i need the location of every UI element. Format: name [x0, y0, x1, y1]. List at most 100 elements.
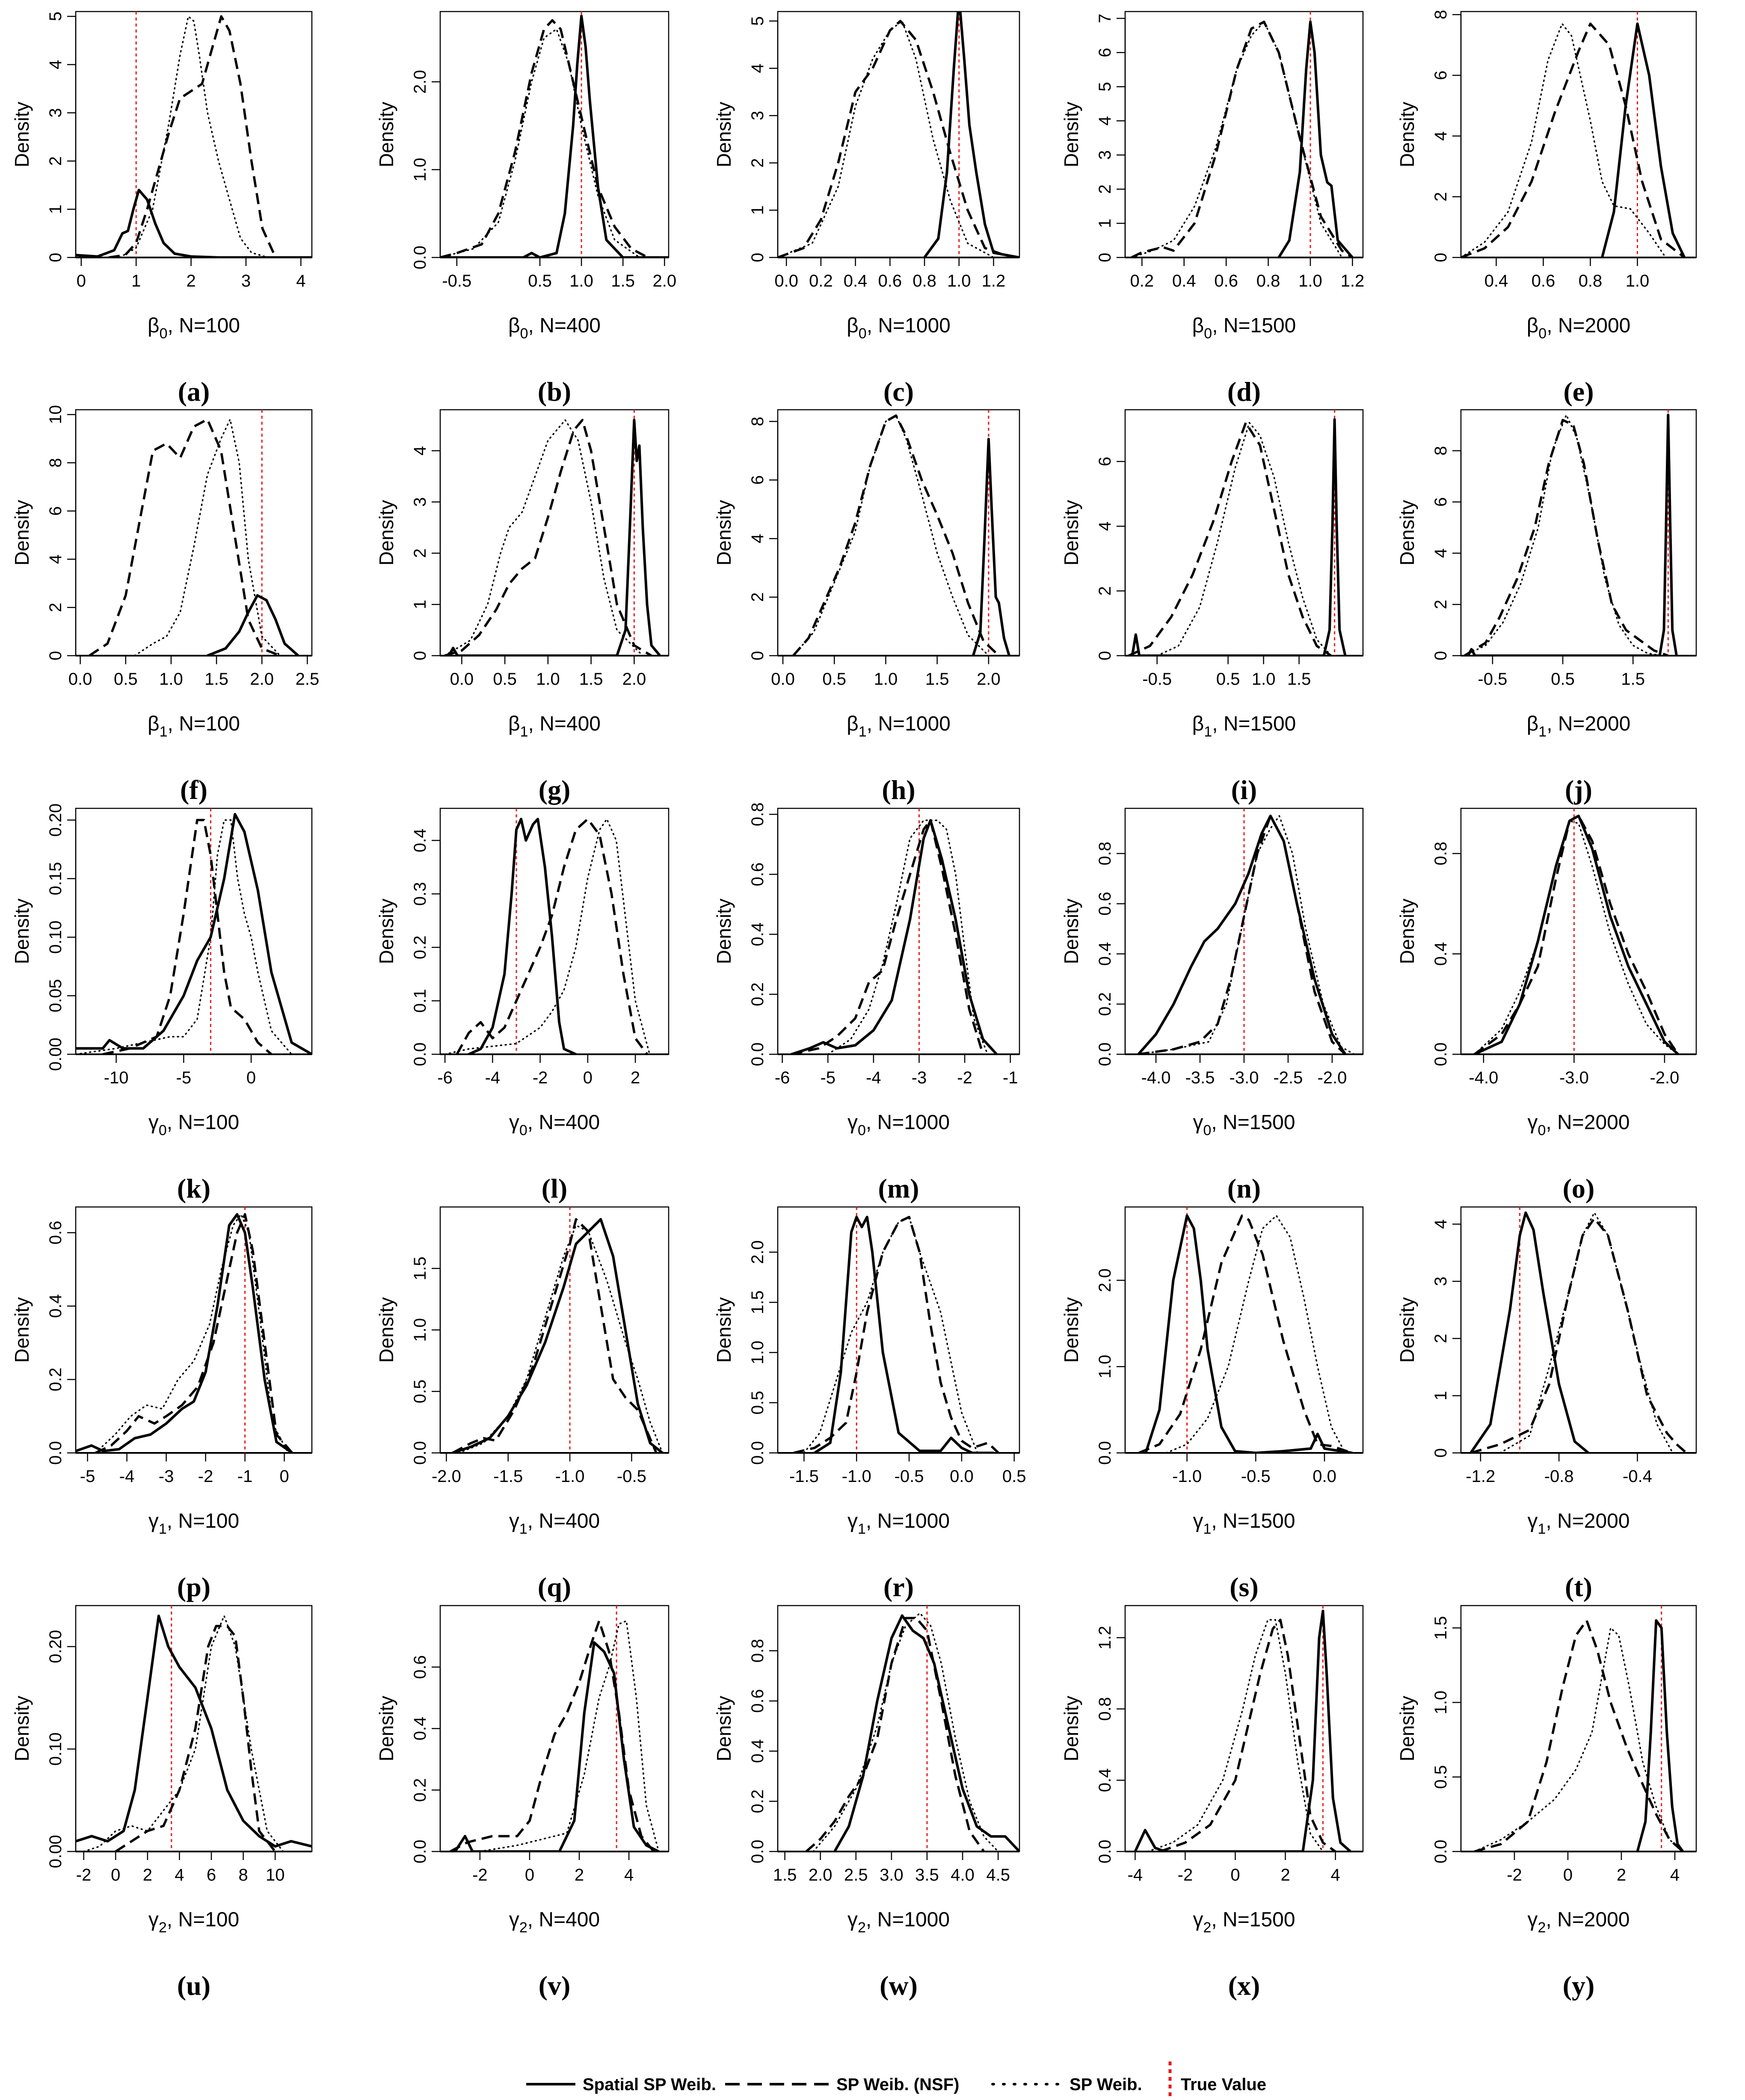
y-tick-label-u-0: 0.00 — [46, 1835, 65, 1868]
panel-s: -1.0 -0.5 0.0 0.0 1.0 2.0 Density γ1, N=1500 (s) — [1060, 1206, 1364, 1602]
y-tick-label-b-0: 0.0 — [411, 245, 430, 269]
y-tick-label-n-1: 0.2 — [1096, 992, 1114, 1016]
x-tick-label-w-4: 3.5 — [915, 1866, 939, 1884]
x-tick-label-f-4: 2.0 — [250, 670, 274, 689]
y-tick-label-p-3: 0.6 — [46, 1221, 65, 1245]
y-tick-label-x-2: 0.8 — [1096, 1697, 1114, 1721]
y-tick-label-m-4: 0.8 — [748, 802, 767, 826]
panel-f: 0.0 0.5 1.0 1.5 2.0 2.5 0 2 4 6 8 10 Density β1, N=10… — [11, 405, 319, 805]
x-tick-label-f-2: 1.0 — [159, 670, 183, 689]
y-tick-label-t-3: 3 — [1431, 1277, 1450, 1286]
series-dashed-a — [108, 15, 275, 257]
y-axis-label-j: Density — [1396, 500, 1418, 565]
plot-area-x — [1134, 1606, 1352, 1852]
series-dotted-n — [1138, 815, 1355, 1054]
x-axis-param-h: β — [847, 713, 859, 735]
y-tick-label-t-4: 4 — [1431, 1219, 1450, 1229]
y-axis-label-p: Density — [11, 1297, 33, 1363]
series-dashed-j — [1464, 419, 1669, 656]
y-tick-label-p-0: 0.0 — [46, 1441, 65, 1465]
x-tick-label-i-2: 1.0 — [1252, 670, 1276, 689]
panel-o: -4.0 -3.0 -2.0 0.0 0.4 0.8 Density γ0, N=2000 (o… — [1396, 807, 1697, 1204]
x-axis-label-d: β0, N=1500 — [1192, 314, 1296, 342]
y-axis-label-f: Density — [11, 500, 33, 565]
panel-i: -0.5 0.5 1.0 1.5 0 2 4 6 Density β1, N=1500 (i) — [1060, 409, 1364, 805]
panel-n: -4.0 -3.5 -3.0 -2.5 -2.0 0.0 0.2 0.4 0.6 0.8 Densi… — [1060, 807, 1364, 1204]
y-tick-label-a-3: 3 — [46, 108, 65, 118]
panel-letter-g: (g) — [539, 775, 571, 805]
series-dashed-y — [1474, 1619, 1684, 1852]
panel-letter-x: (x) — [1228, 1970, 1260, 2001]
x-axis-param-y: γ — [1527, 1908, 1538, 1931]
x-axis-sub-a: 0 — [160, 325, 168, 342]
x-tick-label-p-3: -2 — [198, 1467, 213, 1486]
x-tick-label-e-2: 0.8 — [1579, 272, 1603, 290]
x-tick-label-y-1: 0 — [1563, 1866, 1573, 1884]
x-tick-label-r-4: 0.5 — [1002, 1467, 1026, 1486]
y-tick-label-a-2: 2 — [46, 156, 65, 166]
series-dotted-v — [479, 1620, 660, 1852]
x-tick-label-a-0: 0 — [77, 272, 86, 290]
y-tick-label-d-0: 0 — [1096, 253, 1114, 262]
panel-letter-a: (a) — [178, 376, 210, 407]
y-tick-label-w-4: 0.8 — [748, 1639, 767, 1663]
series-dashed-t — [1470, 1217, 1687, 1453]
x-tick-label-i-0: -0.5 — [1142, 670, 1172, 689]
x-tick-label-v-2: 2 — [575, 1866, 584, 1884]
y-axis-label-u: Density — [11, 1696, 33, 1761]
plot-area-t — [1469, 1207, 1687, 1453]
y-tick-label-d-6: 6 — [1096, 48, 1114, 57]
series-dotted-e — [1461, 23, 1667, 257]
x-tick-label-g-1: 0.5 — [493, 670, 517, 689]
x-axis-sub-w: 2 — [858, 1920, 866, 1936]
x-axis-sub-e: 0 — [1538, 325, 1547, 342]
series-solid-a — [76, 189, 312, 257]
x-axis-sub-i: 1 — [1204, 724, 1212, 740]
y-tick-label-i-3: 6 — [1096, 457, 1114, 466]
panel-letter-u: (u) — [177, 1970, 210, 2001]
y-tick-label-d-1: 1 — [1096, 219, 1114, 228]
x-tick-label-r-2: -0.5 — [895, 1467, 924, 1486]
x-tick-label-m-2: -4 — [866, 1068, 881, 1087]
y-tick-label-e-1: 2 — [1431, 192, 1450, 201]
x-axis-param-q: γ — [509, 1510, 519, 1532]
y-axis-label-d: Density — [1060, 102, 1082, 167]
y-tick-label-g-1: 1 — [411, 600, 430, 609]
x-axis-param-w: γ — [847, 1908, 858, 1931]
y-tick-label-o-2: 0.8 — [1431, 842, 1450, 866]
x-tick-label-m-0: -6 — [775, 1068, 790, 1087]
y-tick-label-r-0: 0.0 — [748, 1441, 767, 1465]
plot-area-w — [805, 1606, 1019, 1852]
y-tick-label-m-2: 0.4 — [748, 923, 767, 946]
y-tick-label-a-4: 4 — [46, 60, 65, 69]
series-solid-r — [813, 1216, 995, 1453]
panel-frame-l — [439, 807, 670, 1055]
series-dashed-b — [440, 19, 649, 257]
x-tick-label-n-4: -2.0 — [1317, 1068, 1347, 1087]
y-tick-label-v-3: 0.6 — [411, 1655, 430, 1679]
x-tick-label-g-3: 1.5 — [579, 670, 603, 689]
x-axis-param-a: β — [148, 314, 160, 337]
x-tick-label-i-3: 1.5 — [1287, 670, 1311, 689]
plot-area-g — [444, 410, 661, 656]
x-axis-param-n: γ — [1193, 1111, 1203, 1134]
y-axis-label-m: Density — [713, 899, 735, 964]
series-dashed-n — [1138, 814, 1346, 1054]
x-axis-n-u: , N=100 — [167, 1908, 239, 1931]
y-tick-label-b-2: 2.0 — [411, 70, 430, 94]
x-tick-label-c-4: 0.8 — [912, 272, 936, 290]
y-tick-label-r-1: 0.5 — [748, 1391, 767, 1415]
panel-letter-b: (b) — [538, 376, 571, 407]
panel-letter-l: (l) — [542, 1173, 567, 1204]
panel-h: 0.0 0.5 1.0 1.5 2.0 0 2 4 6 8 Density β1, N=1000 (h) — [713, 409, 1020, 805]
plot-area-m — [790, 808, 998, 1054]
y-tick-label-g-3: 3 — [411, 497, 430, 507]
plot-area-d — [1131, 12, 1354, 257]
x-axis-param-s: γ — [1193, 1510, 1203, 1532]
x-axis-param-i: β — [1192, 713, 1204, 735]
y-tick-label-k-3: 0.15 — [46, 862, 65, 895]
y-tick-label-w-0: 0.0 — [748, 1840, 767, 1863]
